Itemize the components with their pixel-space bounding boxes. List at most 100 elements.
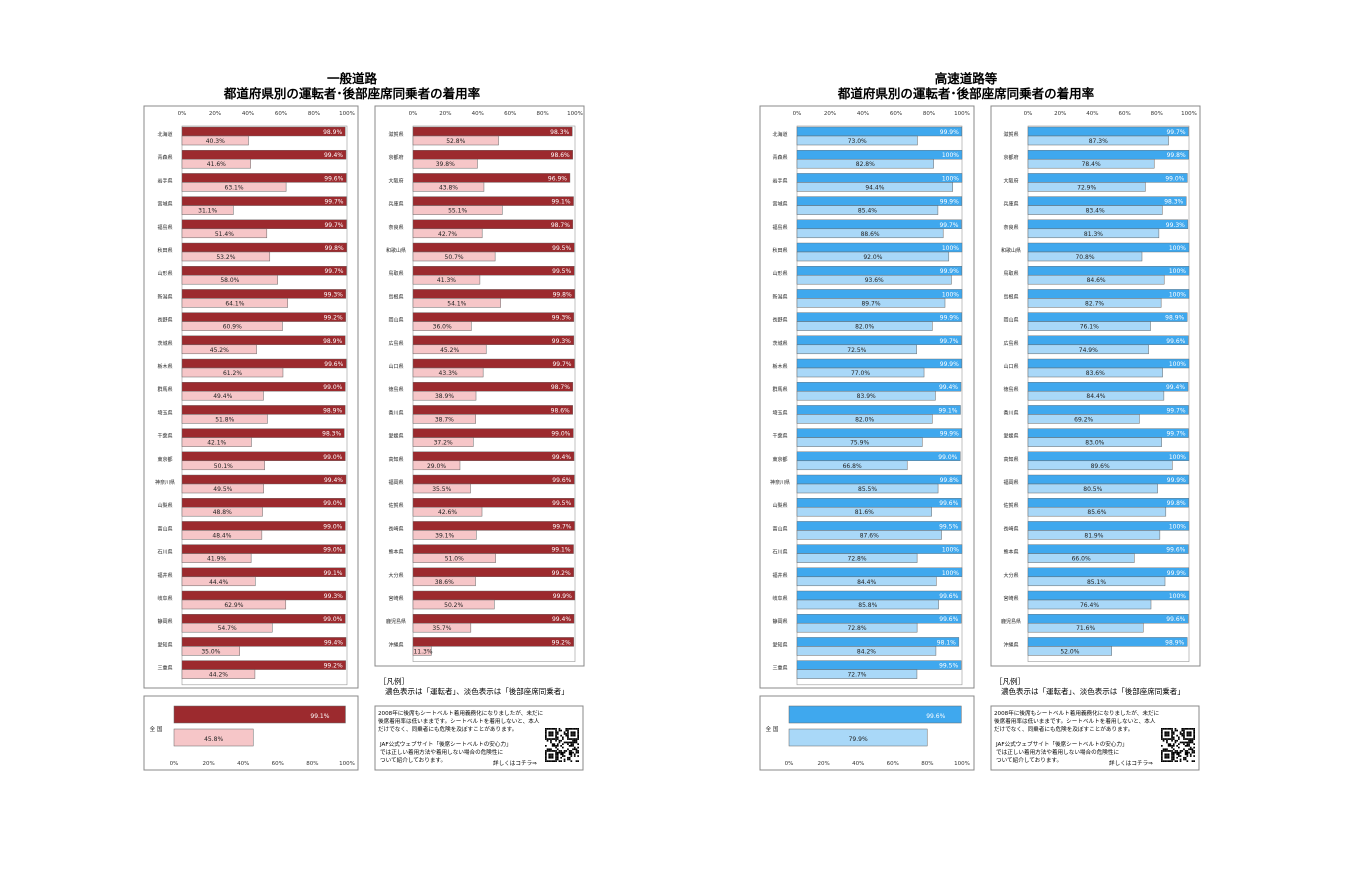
general-left-driver-bar: [181, 474, 347, 485]
expressway-right-rear-bar: [1027, 135, 1169, 146]
general-qr-module: [575, 739, 578, 742]
expressway-qr-module: [1164, 748, 1167, 751]
general-left-category-label: 秋田県: [157, 247, 172, 254]
general-qr-module: [568, 741, 571, 744]
expressway-qr-module: [1172, 731, 1175, 734]
general-qr-module: [556, 756, 559, 759]
expressway-right-category-label: 熊本県: [1003, 549, 1018, 556]
expressway-qr-module: [1179, 758, 1182, 761]
expressway-qr-module: [1166, 739, 1168, 742]
expressway-qr-module: [1161, 731, 1163, 734]
general-left-rear-bar: [181, 599, 287, 610]
expressway-qr-module: [1179, 751, 1182, 754]
general-left-driver-bar: [181, 590, 347, 601]
expressway-qr-module: [1186, 733, 1189, 735]
general-right-driver-bar: [412, 149, 573, 160]
expressway-right-category-label: 広島県: [1003, 340, 1018, 347]
expressway-right-rear-bar: [1027, 344, 1149, 355]
expressway-qr-module: [1178, 753, 1180, 756]
general-qr-module: [575, 748, 578, 751]
expressway-right-driver-bar: [1027, 335, 1189, 345]
expressway-qr-module: [1171, 738, 1173, 740]
expressway-right-rear-bar: [1027, 576, 1166, 587]
expressway-qr-module: [1183, 741, 1185, 744]
expressway-left-category-label: 岐阜県: [772, 595, 787, 602]
expressway-left-driver-bar: [796, 498, 962, 508]
general-qr-module: [550, 728, 552, 730]
general-right-driver-bar: [412, 405, 573, 415]
expressway-qr-module: [1183, 733, 1185, 735]
expressway-right-rear-bar: [1027, 460, 1173, 471]
general-qr-module: [560, 751, 562, 754]
expressway-qr-module: [1172, 758, 1175, 761]
expressway-left-driver-value: 100%: [942, 291, 959, 298]
expressway-right-rear-bar: [1027, 321, 1151, 331]
general-left-category-label: 東京都: [157, 456, 172, 463]
expressway-left-rear-bar: [796, 599, 939, 610]
expressway-left-rear-value: 66.8%: [843, 463, 862, 470]
expressway-qr-module: [1181, 728, 1184, 730]
expressway-right-tick-label: 80%: [1151, 111, 1163, 117]
expressway-right-driver-value: 98.9%: [1165, 639, 1184, 646]
general-right-rear-value: 38.6%: [435, 579, 454, 586]
expressway-qr-module: [1191, 738, 1194, 740]
general-right-driver-bar: [412, 266, 575, 276]
general-right-rear-value: 42.7%: [438, 231, 457, 238]
general-qr-module: [546, 748, 549, 751]
expressway-left-rear-value: 72.8%: [848, 625, 867, 632]
expressway-qr-module: [1172, 733, 1175, 735]
expressway-left-rear-bar: [796, 506, 932, 517]
general-qr-module: [551, 745, 554, 747]
general-left-rear-value: 51.8%: [215, 416, 234, 423]
expressway-left-rear-bar: [796, 298, 946, 308]
general-right-driver-value: 99.5%: [552, 245, 571, 252]
general-qr-module: [577, 751, 579, 754]
expressway-left-rear-bar: [796, 669, 918, 679]
expressway-qr-module: [1186, 750, 1189, 752]
expressway-left-rear-bar: [796, 158, 934, 169]
general-qr-module: [568, 750, 571, 752]
expressway-qr-module: [1193, 733, 1195, 735]
general-qr-module: [572, 734, 574, 737]
general-qr-module: [545, 733, 547, 735]
general-qr-module: [570, 751, 573, 754]
general-left-driver-value: 99.2%: [324, 315, 343, 322]
general-left-category-label: 福井県: [157, 572, 172, 579]
expressway-left-category-label: 栃木県: [772, 363, 787, 370]
expressway-left-driver-value: 99.5%: [939, 663, 958, 670]
expressway-qr-module: [1186, 753, 1189, 756]
general-right-category-label: 滋賀県: [388, 131, 403, 138]
expressway-right-category-label: 沖縄県: [1003, 641, 1018, 648]
expressway-right-driver-bar: [1027, 428, 1189, 438]
expressway-qr-module: [1174, 739, 1177, 742]
expressway-right-rear-value: 72.9%: [1077, 184, 1096, 191]
expressway-qr-module: [1172, 756, 1175, 759]
general-right-driver-value: 99.8%: [553, 291, 572, 298]
general-left-driver-value: 99.3%: [324, 593, 343, 600]
expressway-qr-module: [1193, 728, 1195, 730]
general-qr-module: [573, 731, 576, 734]
expressway-left-driver-value: 99.9%: [940, 431, 959, 438]
general-qr-module: [577, 755, 579, 757]
general-qr-module: [568, 756, 571, 759]
expressway-left-category-label: 埼玉県: [772, 409, 787, 416]
general-qr-module: [572, 728, 574, 730]
expressway-right-driver-bar: [1027, 567, 1190, 577]
expressway-left-category-label: 岩手県: [772, 177, 787, 184]
expressway-qr-module: [1189, 753, 1192, 756]
general-left-category-label: 静岡県: [157, 618, 172, 625]
expressway-qr-module: [1167, 753, 1170, 756]
expressway-right-driver-bar: [1027, 637, 1188, 647]
general-qr-module: [548, 731, 551, 734]
expressway-qr-module: [1164, 733, 1167, 735]
expressway-left-rear-value: 82.0%: [855, 324, 874, 331]
general-right-driver-bar: [412, 521, 575, 531]
general-left-driver-bar: [181, 498, 346, 508]
general-qr-module: [545, 729, 547, 732]
general-qr-module: [567, 731, 569, 734]
expressway-qr-module: [1166, 734, 1168, 737]
expressway-qr-module: [1172, 751, 1175, 754]
general-qr-module: [567, 758, 569, 761]
general-qr-module: [570, 743, 573, 745]
expressway-qr-module: [1171, 731, 1173, 734]
